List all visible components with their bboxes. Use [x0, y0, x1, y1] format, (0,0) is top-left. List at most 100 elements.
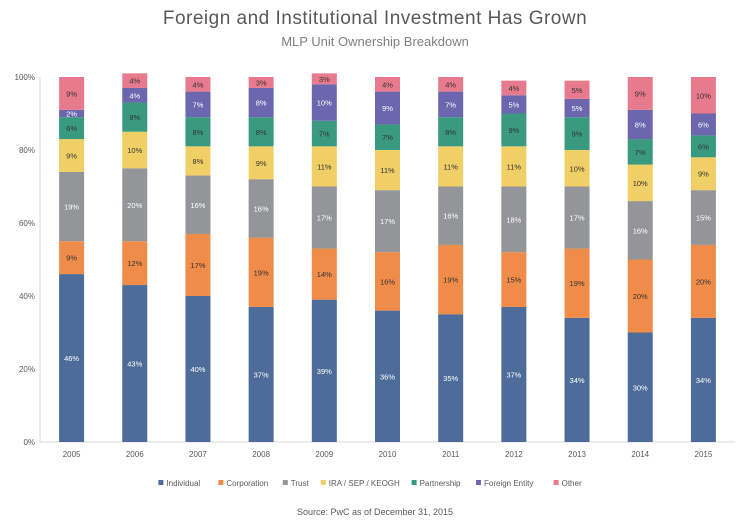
bar-segment-individual	[501, 306, 527, 442]
bar-segment-partnership	[438, 117, 464, 147]
data-label: 19%	[443, 276, 458, 285]
bar-segment-corporation	[438, 244, 464, 315]
bar-segment-individual	[248, 306, 274, 442]
bar-segment-corporation	[627, 259, 653, 333]
bar-segment-partnership	[564, 117, 590, 150]
bar-segment-foreign-entity	[122, 87, 148, 103]
data-label: 9%	[66, 89, 77, 98]
data-label: 4%	[382, 80, 393, 89]
data-label: 4%	[193, 80, 204, 89]
bar-segment-other	[248, 77, 274, 88]
y-tick-label: 40%	[19, 292, 35, 301]
data-label: 9%	[572, 130, 583, 139]
bar-segment-ira-sep-keogh	[311, 146, 337, 187]
data-label: 8%	[635, 120, 646, 129]
data-label: 20%	[633, 292, 648, 301]
bar-segment-foreign-entity	[627, 109, 653, 140]
y-tick-label: 0%	[23, 438, 35, 447]
data-label: 2%	[66, 110, 77, 119]
data-label: 8%	[256, 99, 267, 108]
bar-segment-partnership	[690, 135, 716, 158]
data-label: 5%	[572, 104, 583, 113]
bar-segment-partnership	[311, 120, 337, 147]
bar-segment-other	[122, 73, 148, 88]
x-tick-label: 2009	[315, 450, 333, 459]
bar-segment-ira-sep-keogh	[690, 157, 716, 191]
data-label: 19%	[64, 203, 79, 212]
data-label: 39%	[317, 367, 332, 376]
bar-segment-individual	[59, 274, 85, 442]
bar-segment-partnership	[185, 117, 211, 147]
legend-label: Foreign Entity	[484, 479, 533, 488]
x-tick-label: 2010	[379, 450, 397, 459]
bar-segment-trust	[438, 186, 464, 245]
legend-label: Other	[562, 479, 582, 488]
data-label: 16%	[380, 277, 395, 286]
legend-swatch	[476, 480, 481, 485]
x-tick-label: 2011	[442, 450, 460, 459]
data-label: 9%	[382, 104, 393, 113]
bar-segment-ira-sep-keogh	[501, 146, 527, 187]
data-label: 9%	[635, 89, 646, 98]
x-tick-label: 2015	[695, 450, 713, 459]
chart-subtitle: MLP Unit Ownership Breakdown	[281, 34, 469, 49]
data-label: 11%	[443, 162, 458, 171]
bar-segment-partnership	[375, 124, 400, 150]
bar-segment-corporation	[375, 252, 400, 311]
bar-segment-individual	[311, 299, 337, 442]
data-label: 3%	[319, 75, 330, 84]
bar-segment-other	[564, 80, 590, 99]
data-label: 8%	[193, 157, 204, 166]
bar-segment-corporation	[564, 248, 590, 318]
x-tick-label: 2005	[63, 450, 81, 459]
data-label: 5%	[508, 100, 519, 109]
bar-segment-foreign-entity	[438, 91, 464, 118]
bar-segment-trust	[501, 186, 527, 253]
data-label: 4%	[129, 77, 140, 86]
data-label: 17%	[570, 214, 585, 223]
source-note: Source: PwC as of December 31, 2015	[296, 507, 454, 517]
y-tick-label: 80%	[19, 146, 35, 155]
data-label: 7%	[382, 133, 393, 142]
x-tick-label: 2013	[568, 450, 586, 459]
bar-segment-individual	[122, 285, 148, 442]
data-label: 4%	[508, 84, 519, 93]
bar-segment-foreign-entity	[501, 95, 527, 114]
y-tick-label: 100%	[15, 73, 35, 82]
data-label: 4%	[445, 80, 456, 89]
legend-swatch	[218, 480, 224, 485]
bar-segment-foreign-entity	[59, 109, 85, 118]
data-label: 10%	[570, 164, 585, 173]
bar-segment-trust	[690, 190, 716, 245]
data-label: 11%	[380, 166, 395, 175]
data-label: 12%	[127, 259, 142, 268]
bar-segment-foreign-entity	[248, 87, 274, 118]
bar-segment-foreign-entity	[311, 84, 337, 121]
data-label: 10%	[633, 179, 648, 188]
legend-label: IRA / SEP / KEOGH	[329, 479, 400, 488]
data-label: 9%	[698, 170, 709, 179]
bar-segment-ira-sep-keogh	[564, 150, 590, 187]
bar-segment-other	[59, 77, 85, 110]
data-label: 6%	[698, 120, 709, 129]
legend-label: Partnership	[420, 479, 461, 488]
bar-segment-corporation	[248, 237, 274, 307]
bar-segment-corporation	[59, 241, 85, 275]
legend-swatch	[411, 480, 417, 485]
data-label: 7%	[635, 148, 646, 157]
data-label: 15%	[696, 214, 711, 223]
x-tick-label: 2014	[631, 450, 649, 459]
data-label: 20%	[127, 201, 142, 210]
bar-segment-corporation	[501, 252, 527, 307]
bar-segment-trust	[248, 179, 274, 238]
data-label: 46%	[64, 354, 79, 363]
data-label: 17%	[317, 214, 332, 223]
bar-segment-individual	[564, 317, 590, 442]
bar-segment-corporation	[122, 241, 148, 286]
bar-segment-other	[501, 80, 527, 96]
y-tick-label: 20%	[19, 365, 35, 374]
data-label: 37%	[254, 370, 269, 379]
bar-segment-foreign-entity	[375, 91, 400, 125]
data-label: 7%	[319, 130, 330, 139]
data-label: 37%	[506, 370, 521, 379]
